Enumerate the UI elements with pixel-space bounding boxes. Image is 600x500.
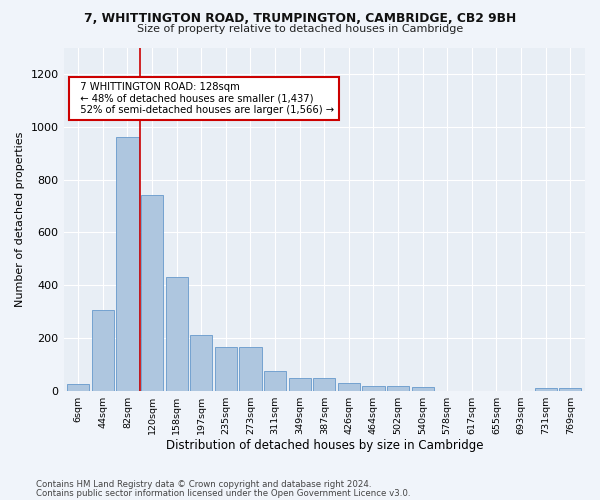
Y-axis label: Number of detached properties: Number of detached properties — [15, 132, 25, 307]
Bar — [215, 347, 237, 391]
Bar — [289, 378, 311, 390]
Bar — [239, 347, 262, 391]
Text: Contains public sector information licensed under the Open Government Licence v3: Contains public sector information licen… — [36, 489, 410, 498]
Bar — [559, 388, 581, 390]
Bar — [338, 383, 360, 390]
Bar — [535, 388, 557, 390]
Text: Contains HM Land Registry data © Crown copyright and database right 2024.: Contains HM Land Registry data © Crown c… — [36, 480, 371, 489]
Bar — [313, 378, 335, 390]
Text: 7, WHITTINGTON ROAD, TRUMPINGTON, CAMBRIDGE, CB2 9BH: 7, WHITTINGTON ROAD, TRUMPINGTON, CAMBRI… — [84, 12, 516, 24]
Bar — [141, 196, 163, 390]
Bar — [116, 138, 139, 390]
Text: Size of property relative to detached houses in Cambridge: Size of property relative to detached ho… — [137, 24, 463, 34]
Text: 7 WHITTINGTON ROAD: 128sqm
  ← 48% of detached houses are smaller (1,437)
  52% : 7 WHITTINGTON ROAD: 128sqm ← 48% of deta… — [74, 82, 334, 115]
Bar — [264, 371, 286, 390]
Bar — [190, 336, 212, 390]
X-axis label: Distribution of detached houses by size in Cambridge: Distribution of detached houses by size … — [166, 440, 483, 452]
Bar — [362, 386, 385, 390]
Bar — [166, 277, 188, 390]
Bar — [387, 386, 409, 390]
Bar — [92, 310, 114, 390]
Bar — [67, 384, 89, 390]
Bar — [412, 386, 434, 390]
